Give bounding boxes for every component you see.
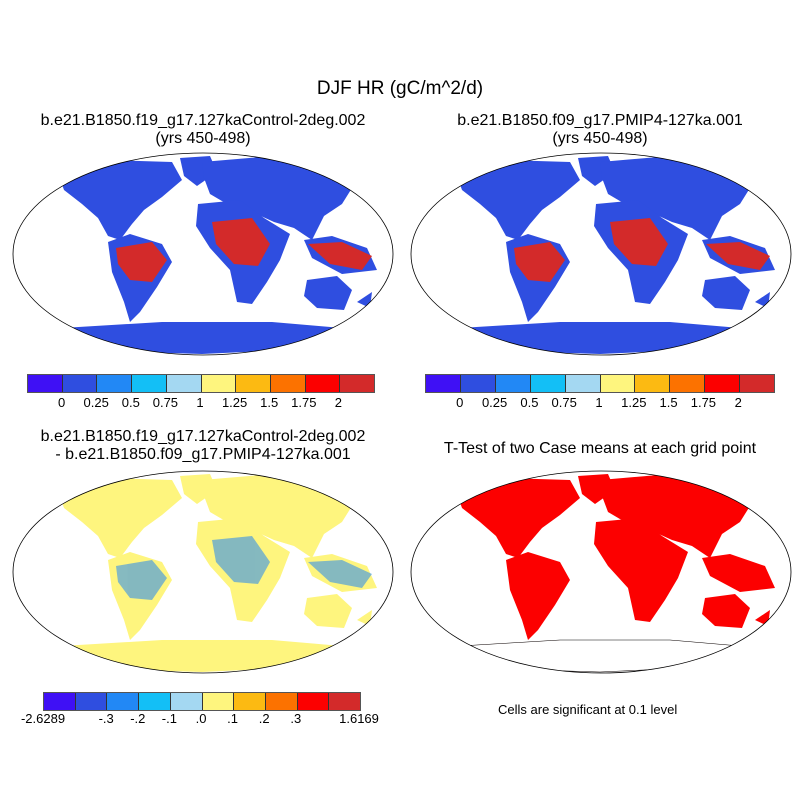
colorbar-tick-label: -.1	[161, 711, 177, 726]
colorbar-control	[27, 374, 375, 393]
significance-note: Cells are significant at 0.1 level	[498, 702, 678, 717]
colorbar-swatch	[28, 375, 63, 392]
colorbar-swatch	[495, 375, 531, 392]
colorbar-swatch	[97, 375, 133, 392]
map-border	[12, 152, 394, 356]
colorbar-tick-label: -2.6289	[20, 711, 66, 726]
panel-3-title-line1: b.e21.B1850.f19_g17.127kaControl-2deg.00…	[40, 428, 366, 445]
colorbar-difference	[43, 692, 361, 711]
colorbar-swatch	[460, 375, 496, 392]
colorbar-swatch	[740, 375, 775, 392]
colorbar-tick-label: 1.5	[659, 395, 678, 410]
colorbar-swatch	[132, 375, 167, 392]
map-border	[12, 470, 394, 674]
colorbar-tick-label: 0.75	[152, 395, 179, 410]
colorbar-swatch	[305, 375, 341, 392]
panel-2-title-line1: b.e21.B1850.f09_g17.PMIP4-127ka.001	[457, 112, 743, 129]
panel-4-title: T-Test of two Case means at each grid po…	[443, 440, 757, 457]
colorbar-tick-label: 1.5	[260, 395, 279, 410]
colorbar-tick-label: 1.75	[690, 395, 717, 410]
colorbar-swatch	[340, 375, 375, 392]
panel-1-title: b.e21.B1850.f19_g17.127kaControl-2deg.00…	[0, 112, 406, 148]
colorbar-swatch	[107, 693, 140, 710]
colorbar-swatch	[166, 375, 202, 392]
panel-1-title-line2: (yrs 450-498)	[155, 130, 251, 147]
colorbar-swatch	[236, 375, 271, 392]
colorbar-tick-label: 0.5	[520, 395, 539, 410]
colorbar-swatch	[234, 693, 266, 710]
colorbar-swatch	[329, 693, 361, 710]
colorbar-swatch	[530, 375, 566, 392]
colorbar-tick-label: 1	[595, 395, 603, 410]
colorbar-swatch	[270, 375, 306, 392]
colorbar-tick-label: .2	[258, 711, 270, 726]
colorbar-swatch	[600, 375, 636, 392]
colorbar-tick-label: .1	[227, 711, 239, 726]
colorbar-tick-label: 1.75	[291, 395, 317, 410]
colorbar-swatch	[75, 693, 108, 710]
map-difference	[12, 470, 394, 674]
colorbar-swatch	[705, 375, 741, 392]
colorbar-swatch	[426, 375, 461, 392]
colorbar-swatch	[265, 693, 298, 710]
colorbar-tick-label: -.2	[130, 711, 146, 726]
colorbar-tick-label: 0.25	[481, 395, 508, 410]
colorbar-swatch	[201, 375, 237, 392]
panel-3-title-line2: - b.e21.B1850.f09_g17.PMIP4-127ka.001	[55, 446, 351, 463]
colorbar-swatch	[202, 693, 235, 710]
map-border	[410, 152, 792, 356]
colorbar-pmip4	[425, 374, 775, 393]
colorbar-tick-label: -.3	[98, 711, 114, 726]
colorbar-swatch	[635, 375, 671, 392]
colorbar-tick-label: .0	[195, 711, 207, 726]
panel-1-title-line1: b.e21.B1850.f19_g17.127kaControl-2deg.00…	[40, 112, 366, 129]
map-ttest	[410, 470, 792, 674]
colorbar-swatch	[297, 693, 330, 710]
colorbar-tick-label: 0	[456, 395, 464, 410]
colorbar-tick-label: 1.25	[621, 395, 647, 410]
panel-3-title: b.e21.B1850.f19_g17.127kaControl-2deg.00…	[0, 428, 406, 464]
colorbar-tick-label: 2	[334, 395, 343, 410]
figure-title: DJF HR (gC/m^2/d)	[316, 78, 484, 99]
map-control	[12, 152, 394, 356]
colorbar-tick-label: 0.25	[83, 395, 109, 410]
colorbar-tick-label: 1.6169	[339, 711, 379, 726]
colorbar-tick-label: 0.75	[551, 395, 577, 410]
colorbar-tick-label: 1.25	[221, 395, 248, 410]
map-border	[410, 470, 792, 674]
colorbar-swatch	[62, 375, 98, 392]
panel-2-title-line2: (yrs 450-498)	[552, 130, 648, 147]
colorbar-swatch	[139, 693, 171, 710]
colorbar-tick-label: .3	[290, 711, 302, 726]
panel-2-title: b.e21.B1850.f09_g17.PMIP4-127ka.001 (yrs…	[400, 112, 800, 148]
map-pmip4	[410, 152, 792, 356]
colorbar-tick-label: 0.5	[121, 395, 140, 410]
colorbar-swatch	[670, 375, 706, 392]
colorbar-tick-label: 0	[57, 395, 66, 410]
colorbar-swatch	[565, 375, 601, 392]
colorbar-swatch	[44, 693, 76, 710]
colorbar-swatch	[170, 693, 203, 710]
colorbar-tick-label: 2	[734, 395, 742, 410]
colorbar-tick-label: 1	[196, 395, 204, 410]
